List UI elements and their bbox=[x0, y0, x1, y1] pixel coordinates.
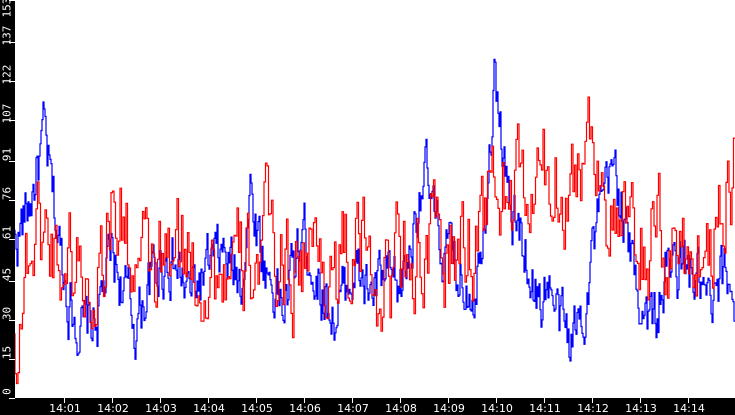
line-series bbox=[15, 58, 735, 385]
x-tick bbox=[112, 398, 113, 403]
y-tick bbox=[9, 81, 15, 82]
x-tick-label: 14:08 bbox=[385, 402, 417, 415]
x-tick-label: 14:13 bbox=[625, 402, 657, 415]
x-tick bbox=[208, 398, 209, 403]
x-tick bbox=[496, 398, 497, 403]
x-tick bbox=[160, 398, 161, 403]
x-tick bbox=[64, 398, 65, 403]
x-tick bbox=[304, 398, 305, 403]
x-tick bbox=[640, 398, 641, 403]
y-tick bbox=[9, 359, 15, 360]
x-tick bbox=[256, 398, 257, 403]
y-tick-label: 107 bbox=[0, 103, 14, 124]
y-tick bbox=[9, 200, 15, 201]
x-tick bbox=[352, 398, 353, 403]
series-blue-line bbox=[15, 58, 735, 362]
x-tick-label: 14:04 bbox=[193, 402, 225, 415]
y-tick-label: 61 bbox=[0, 225, 14, 240]
x-tick bbox=[544, 398, 545, 403]
y-tick-label: 137 bbox=[0, 25, 14, 46]
y-tick-label: 76 bbox=[0, 186, 14, 201]
x-tick-label: 14:14 bbox=[673, 402, 705, 415]
x-tick bbox=[448, 398, 449, 403]
y-tick-label: 30 bbox=[0, 306, 14, 321]
y-tick bbox=[9, 320, 15, 321]
x-tick-label: 14:07 bbox=[337, 402, 369, 415]
y-tick-label: 91 bbox=[0, 147, 14, 162]
x-tick bbox=[592, 398, 593, 403]
x-tick-label: 14:05 bbox=[241, 402, 273, 415]
x-tick-label: 14:11 bbox=[529, 402, 561, 415]
y-tick bbox=[9, 0, 15, 1]
y-tick-label: 153 bbox=[0, 0, 14, 18]
y-tick-label: 15 bbox=[0, 345, 14, 360]
y-tick bbox=[9, 281, 15, 282]
y-tick-label: 0 bbox=[0, 388, 14, 395]
y-tick bbox=[9, 120, 15, 121]
x-tick-label: 14:12 bbox=[577, 402, 609, 415]
y-tick bbox=[9, 42, 15, 43]
y-tick bbox=[9, 161, 15, 162]
y-tick-label: 122 bbox=[0, 64, 14, 85]
x-tick-label: 14:01 bbox=[49, 402, 81, 415]
y-tick-label: 45 bbox=[0, 267, 14, 282]
plot-area bbox=[15, 0, 735, 398]
x-tick-label: 14:09 bbox=[433, 402, 465, 415]
x-tick-label: 14:02 bbox=[97, 402, 129, 415]
x-tick-label: 14:06 bbox=[289, 402, 321, 415]
y-tick bbox=[9, 398, 15, 399]
series-red-line bbox=[15, 96, 735, 385]
x-tick-label: 14:10 bbox=[481, 402, 513, 415]
x-tick bbox=[688, 398, 689, 403]
x-tick bbox=[400, 398, 401, 403]
y-tick bbox=[9, 239, 15, 240]
x-tick-label: 14:03 bbox=[145, 402, 177, 415]
